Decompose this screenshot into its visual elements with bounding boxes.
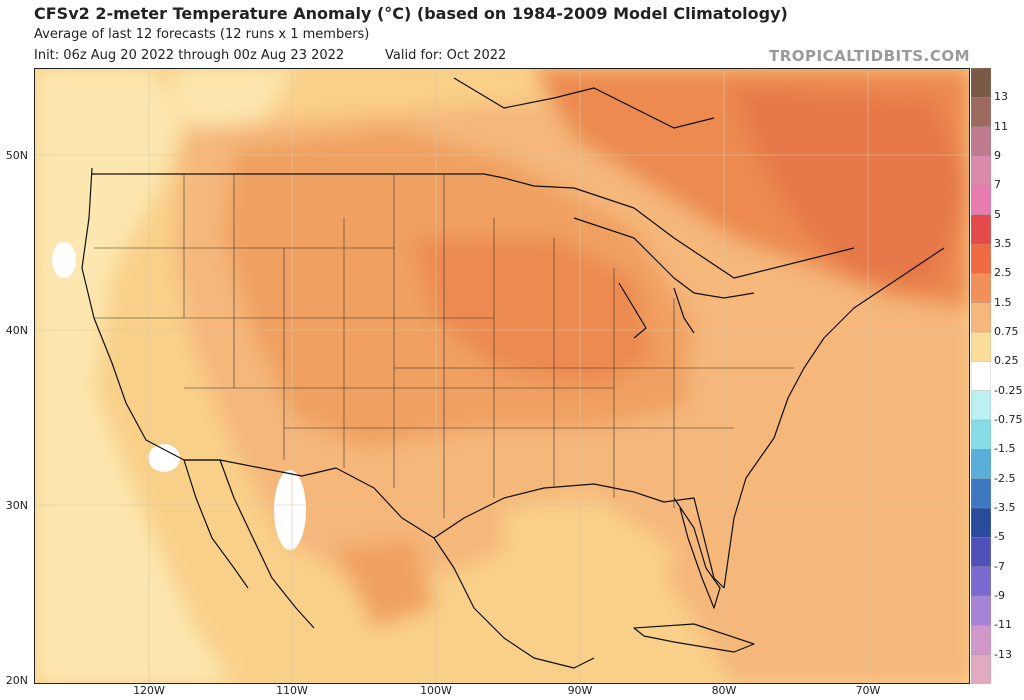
baja-coast <box>219 459 315 629</box>
us-west-coast <box>81 167 220 461</box>
colorbar-swatch <box>971 273 991 304</box>
us-mexico-border <box>184 459 435 539</box>
colorbar-label: 7 <box>994 178 1001 192</box>
colorbar-label: 2.5 <box>994 266 1012 280</box>
colorbar-label: 9 <box>994 149 1001 162</box>
anomaly-warm-mexico <box>334 538 434 628</box>
colorbar-label: 0.25 <box>994 354 1019 368</box>
map-title: CFSv2 2-meter Temperature Anomaly (°C) (… <box>34 4 788 23</box>
colorbar-label: -5 <box>994 530 1005 544</box>
colorbar-swatch <box>971 566 991 597</box>
anomaly-atlantic <box>774 328 970 588</box>
map-subtitle: Average of last 12 forecasts (12 runs x … <box>34 27 370 42</box>
east-coast <box>723 247 945 589</box>
colorbar-label: -11 <box>994 618 1012 632</box>
colorbar-label: -2.5 <box>994 471 1016 485</box>
lat-label-20n: 20N <box>5 674 28 687</box>
colorbar-swatch <box>971 302 991 333</box>
lon-label-70w: 70W <box>855 684 881 697</box>
state-borders <box>94 174 794 518</box>
brand-watermark: TROPICALTIDBITS.COM <box>769 47 970 65</box>
lon-label-110w: 110W <box>276 684 308 697</box>
colorbar-label: -9 <box>994 589 1005 602</box>
lat-label-50n: 50N <box>5 149 28 162</box>
colorbar-swatch <box>971 155 991 187</box>
anomaly-hot-midwest <box>414 238 654 388</box>
colorbar-label: 13 <box>994 90 1008 104</box>
neutral-patch-sonora <box>274 470 306 550</box>
lon-label-90w: 90W <box>567 684 593 697</box>
graticule <box>34 68 970 684</box>
colorbar <box>971 68 991 684</box>
colorbar-swatch <box>971 361 991 392</box>
colorbar-swatch <box>971 537 991 568</box>
colorbar-swatch <box>971 595 991 627</box>
colorbar-swatch <box>971 185 991 216</box>
colorbar-swatch <box>971 68 991 99</box>
colorbar-swatch <box>971 126 991 157</box>
anomaly-gulf <box>504 498 674 668</box>
florida <box>673 497 721 609</box>
lat-label-40n: 40N <box>5 324 28 337</box>
colorbar-swatch <box>971 243 991 275</box>
colorbar-label: 5 <box>994 207 1001 221</box>
anomaly-hotter-northeast <box>734 88 970 288</box>
colorbar-swatch <box>971 390 991 421</box>
us-canada-border <box>92 173 855 279</box>
colorbar-swatch <box>971 331 991 363</box>
colorbar-label: -0.75 <box>994 413 1023 426</box>
hudson-bay-shore <box>453 77 715 129</box>
colorbar-swatch <box>971 654 991 684</box>
valid-period: Valid for: Oct 2022 <box>385 48 507 63</box>
colorbar-label: 0.75 <box>994 325 1019 338</box>
colorbar-label: 3.5 <box>994 237 1012 250</box>
cuba <box>633 623 755 653</box>
init-range: Init: 06z Aug 20 2022 through 00z Aug 23… <box>34 48 345 63</box>
colorbar-label: -7 <box>994 559 1005 573</box>
lon-label-100w: 100W <box>420 684 452 697</box>
anomaly-pale-west <box>34 68 234 684</box>
lat-label-30n: 30N <box>5 499 28 512</box>
colorbar-swatch <box>971 419 991 451</box>
colorbar-label: -0.25 <box>994 383 1023 397</box>
colorbar-label: 11 <box>994 119 1008 133</box>
temperature-anomaly-map <box>34 68 970 684</box>
mexico-east-coast <box>433 537 595 669</box>
neutral-patch-washington <box>52 242 76 278</box>
colorbar-swatch <box>971 478 991 509</box>
gulf-coast <box>433 483 725 589</box>
colorbar-swatch <box>971 97 991 128</box>
great-lakes <box>573 217 755 339</box>
anomaly-pale-northwest <box>174 68 294 138</box>
colorbar-swatch <box>971 214 991 245</box>
colorbar-swatch <box>971 625 991 656</box>
colorbar-label: 1.5 <box>994 295 1012 309</box>
colorbar-swatch <box>971 449 991 480</box>
lon-label-120w: 120W <box>133 684 165 697</box>
colorbar-label: -3.5 <box>994 501 1016 514</box>
colorbar-swatch <box>971 507 991 539</box>
coastlines <box>81 77 945 669</box>
anomaly-subtropics <box>234 548 454 684</box>
colorbar-label: -13 <box>994 647 1012 661</box>
lon-label-80w: 80W <box>711 684 737 697</box>
neutral-patch-baja <box>148 444 180 472</box>
baja-peninsula <box>183 459 249 589</box>
colorbar-label: -1.5 <box>994 442 1016 456</box>
